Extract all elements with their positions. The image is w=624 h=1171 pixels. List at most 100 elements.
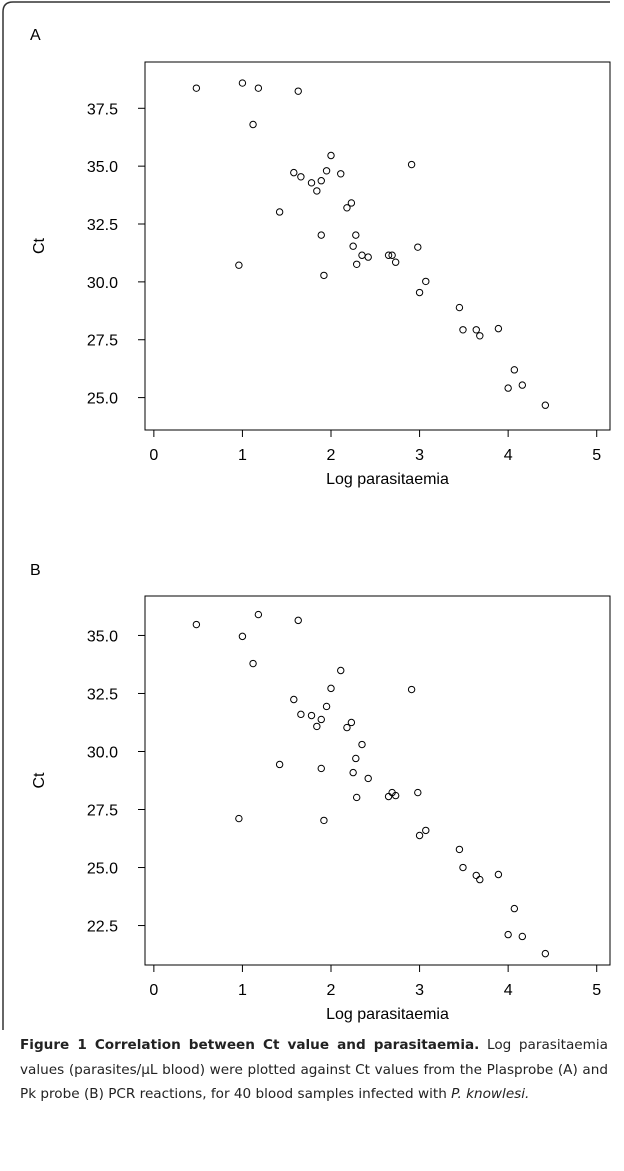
y-tick-label: 37.5 [87, 101, 118, 118]
point [349, 768, 357, 777]
y-axis-label: Ct [31, 772, 48, 789]
point [347, 199, 356, 207]
x-tick-label: 1 [238, 982, 247, 999]
x-tick-label: 2 [327, 982, 336, 999]
point [407, 160, 416, 169]
x-tick-label: 5 [592, 447, 601, 464]
point [352, 231, 360, 239]
point [364, 253, 372, 261]
point [364, 774, 372, 783]
point [254, 84, 263, 92]
y-tick-label: 35.0 [87, 628, 118, 645]
point [317, 715, 325, 724]
x-axis-label: Log parasitaemia [326, 1006, 449, 1023]
point [320, 816, 328, 825]
point [317, 764, 325, 773]
point [407, 685, 416, 694]
x-tick-label: 4 [504, 982, 513, 999]
point [347, 718, 356, 727]
y-tick-label: 22.5 [87, 919, 118, 936]
point [422, 277, 430, 286]
point [391, 791, 400, 800]
point [518, 381, 527, 389]
point [352, 754, 360, 763]
caption: Figure 1 Correlation between Ct value an… [20, 1033, 608, 1107]
plot-box [144, 595, 611, 966]
y-tick-label: 27.5 [87, 333, 118, 350]
point [415, 831, 424, 840]
point [317, 231, 325, 239]
y-tick-label: 32.5 [87, 217, 118, 234]
point [391, 258, 400, 266]
point [294, 616, 302, 625]
point [415, 288, 424, 297]
y-tick-label: 27.5 [87, 803, 118, 820]
point [384, 251, 393, 259]
x-tick-label: 3 [415, 982, 424, 999]
point [541, 949, 550, 958]
point [238, 632, 247, 641]
point [384, 792, 393, 801]
point [313, 722, 321, 731]
point [494, 324, 503, 333]
point [249, 659, 257, 668]
point [192, 620, 201, 629]
caption-title: Figure 1 Correlation between Ct value an… [20, 1037, 480, 1053]
point [297, 173, 305, 181]
point [343, 204, 351, 212]
point [494, 870, 503, 879]
point [320, 271, 328, 280]
point [275, 760, 284, 769]
point [352, 260, 361, 268]
y-tick-label: 25.0 [87, 861, 118, 878]
y-tick-label: 35.0 [87, 159, 118, 176]
point [327, 684, 335, 693]
point [322, 167, 331, 175]
panel-label: B [30, 562, 41, 579]
point [235, 814, 243, 823]
point [322, 702, 331, 711]
caption-species: P. knowlesi. [451, 1086, 530, 1103]
point [307, 179, 316, 187]
point [455, 845, 464, 854]
point [294, 87, 302, 95]
point [455, 303, 464, 312]
point [414, 788, 422, 797]
point [317, 177, 325, 185]
y-axis-label: Ct [31, 237, 48, 254]
point [254, 610, 263, 619]
x-tick-label: 4 [504, 447, 513, 464]
point [349, 242, 357, 250]
point [510, 904, 519, 913]
point [358, 740, 366, 749]
point [337, 170, 345, 178]
point [472, 871, 480, 880]
point [459, 863, 467, 872]
y-tick-label: 30.0 [87, 275, 118, 292]
point [235, 261, 243, 269]
x-tick-label: 5 [592, 982, 601, 999]
x-axis-label: Log parasitaemia [326, 471, 449, 488]
point [337, 666, 345, 675]
point [510, 366, 519, 374]
point [343, 723, 351, 732]
x-tick-label: 2 [327, 447, 336, 464]
point [504, 930, 512, 939]
point [352, 793, 361, 802]
figure: A 0 1 2 3 4 5 37.5 35.0 32.5 30.0 27.5 25.0 Log paras… [2, 1, 611, 1030]
point [238, 79, 247, 87]
panel-label: A [30, 27, 41, 44]
point [422, 826, 430, 835]
plot-box [144, 61, 611, 431]
point [476, 875, 484, 884]
point [327, 151, 335, 160]
y-tick-label: 25.0 [87, 391, 118, 408]
y-tick-label: 32.5 [87, 686, 118, 703]
point [358, 251, 366, 259]
point [297, 710, 305, 719]
y-tick-label: 30.0 [87, 744, 118, 761]
point [459, 326, 467, 334]
point [472, 326, 480, 334]
point [504, 384, 512, 392]
